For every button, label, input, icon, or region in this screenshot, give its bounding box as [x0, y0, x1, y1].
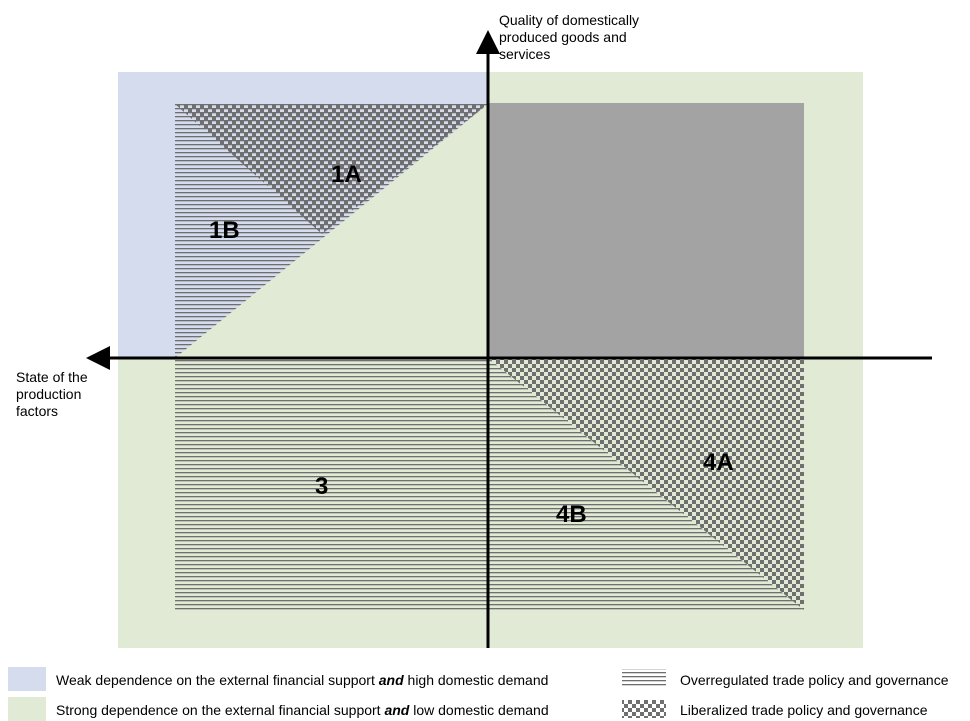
legend-blue-text: Weak dependence on the external financia… — [56, 671, 548, 689]
legend-checkered-text: Liberalized trade policy and governance — [680, 702, 928, 718]
y-axis-label: Quality of domestically produced goods a… — [499, 12, 640, 62]
legend-green-text: Strong dependence on the external financ… — [56, 701, 549, 719]
region-label-1a: 1A — [331, 161, 362, 188]
legend-swatch-green — [8, 697, 46, 721]
region-label-4a: 4A — [703, 449, 734, 476]
legend-swatch-blue — [8, 667, 46, 691]
region-4a-checks — [488, 358, 804, 610]
x-axis-label: State of the production factors — [16, 369, 88, 419]
region-1a-checks — [175, 104, 488, 234]
legend-green-post: low domestic demand — [409, 702, 549, 718]
region-label-1b: 1B — [209, 217, 240, 244]
region-label-3: 3 — [315, 473, 329, 500]
gray-block — [488, 103, 804, 358]
legend-blue-em: and — [378, 672, 404, 688]
region-3-stripes — [175, 358, 488, 610]
legend-green-em: and — [384, 702, 410, 718]
legend-striped-text: Overregulated trade policy and governanc… — [680, 672, 949, 688]
legend-swatch-stripes — [622, 669, 666, 687]
legend-swatch-checks — [622, 700, 666, 718]
legend-blue-post: high domestic demand — [403, 672, 549, 688]
legend-green-pre: Strong dependence on the external financ… — [56, 702, 385, 718]
legend-blue-pre: Weak dependence on the external financia… — [56, 672, 379, 688]
region-label-4b: 4B — [556, 501, 587, 528]
